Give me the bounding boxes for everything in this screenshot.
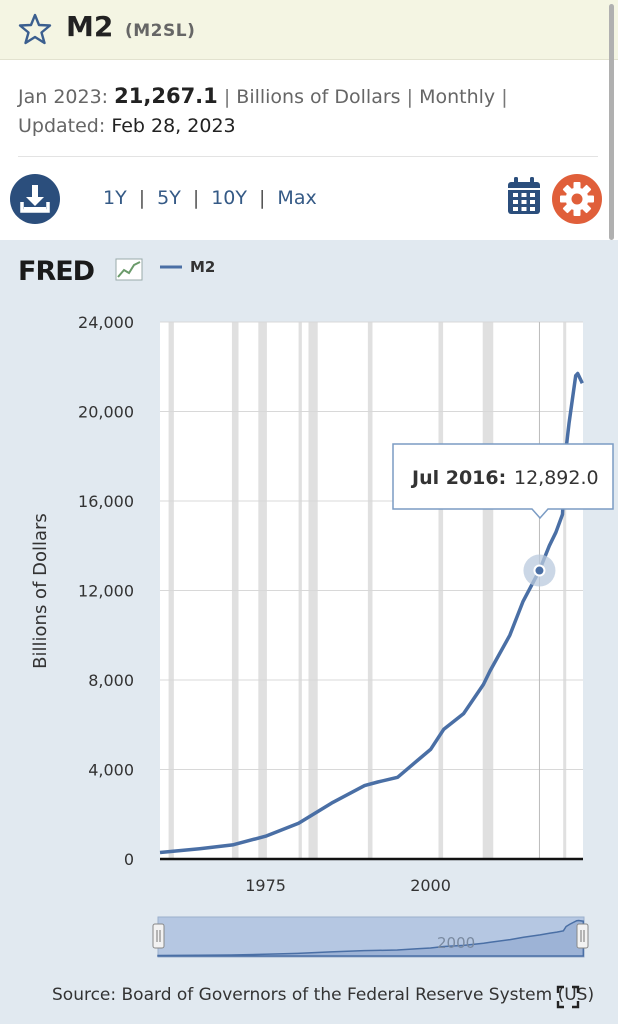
x-axis-ticks: 1975 2000 <box>245 876 451 895</box>
download-button[interactable] <box>10 174 60 224</box>
fred-logo: FRED <box>18 256 143 287</box>
gear-icon <box>560 182 594 216</box>
y-tick-label-3: 12,000 <box>78 582 134 601</box>
chart-panel: FRED M2 0 4,000 8,000 12,000 16,000 20,000 24,… <box>0 240 618 1024</box>
observation-value: 21,267.1 <box>114 84 218 108</box>
x-tick-label-1: 2000 <box>410 876 451 895</box>
series-title: M2 <box>66 10 114 43</box>
y-tick-label-6: 24,000 <box>78 313 134 332</box>
chart-toolbar: 1Y | 5Y | 10Y | Max <box>0 166 618 232</box>
divider <box>18 156 598 157</box>
fullscreen-icon[interactable] <box>556 985 580 1009</box>
navigator-series <box>157 919 585 957</box>
series-meta: Jan 2023: 21,267.1 | Billions of Dollars… <box>18 82 598 141</box>
range-separator: | <box>192 187 200 209</box>
range-10y[interactable]: 10Y <box>211 187 248 209</box>
x-tick-label-0: 1975 <box>245 876 286 895</box>
download-icon <box>20 185 50 213</box>
updated-date: Feb 28, 2023 <box>111 115 236 137</box>
series-header: M2 (M2SL) <box>0 0 618 60</box>
y-tick-label-0: 0 <box>124 850 134 869</box>
y-axis-label: Billions of Dollars <box>30 513 51 669</box>
tooltip-value: 12,892.0 <box>514 467 599 489</box>
range-navigator[interactable]: 2000 <box>152 916 589 958</box>
tooltip-box <box>392 443 614 520</box>
star-icon[interactable] <box>18 12 52 46</box>
settings-button[interactable] <box>552 174 602 224</box>
meta-separator: | <box>406 86 414 108</box>
fred-logo-graph-line <box>117 261 141 278</box>
calendar-icon[interactable] <box>506 176 542 216</box>
range-separator: | <box>138 187 146 209</box>
tooltip-date: Jul 2016: <box>410 467 506 489</box>
m2-line-chart: FRED M2 0 4,000 8,000 12,000 16,000 20,000 24,… <box>18 256 614 958</box>
range-1y[interactable]: 1Y <box>103 187 127 209</box>
page-scrollbar[interactable] <box>609 4 614 240</box>
tooltip: Jul 2016: 12,892.0 <box>392 443 614 520</box>
observation-date: Jan 2023: <box>18 86 109 108</box>
source-note: Source: Board of Governors of the Federa… <box>52 985 595 1005</box>
y-tick-label-1: 4,000 <box>88 761 134 780</box>
fred-logo-text: FRED <box>18 256 94 287</box>
navigator-label: 2000 <box>437 934 475 952</box>
date-range-selector: 1Y | 5Y | 10Y | Max <box>103 187 317 209</box>
range-separator: | <box>259 187 266 209</box>
highlight-point <box>533 564 546 577</box>
range-5y[interactable]: 5Y <box>157 187 181 209</box>
navigator-handle-left[interactable] <box>152 923 165 949</box>
frequency-label: Monthly <box>419 86 496 108</box>
y-tick-label-5: 20,000 <box>78 403 134 422</box>
units-label: Billions of Dollars <box>236 86 401 108</box>
y-tick-label-4: 16,000 <box>78 492 134 511</box>
meta-separator: | <box>501 86 508 108</box>
legend-label: M2 <box>190 258 215 276</box>
series-id: (M2SL) <box>125 21 196 41</box>
y-axis-ticks: 0 4,000 8,000 12,000 16,000 20,000 24,000 <box>78 313 134 869</box>
navigator-handle-right[interactable] <box>576 923 589 949</box>
range-max[interactable]: Max <box>277 187 317 209</box>
updated-label: Updated: <box>18 115 106 137</box>
y-tick-label-2: 8,000 <box>88 671 134 690</box>
meta-separator: | <box>223 86 231 108</box>
